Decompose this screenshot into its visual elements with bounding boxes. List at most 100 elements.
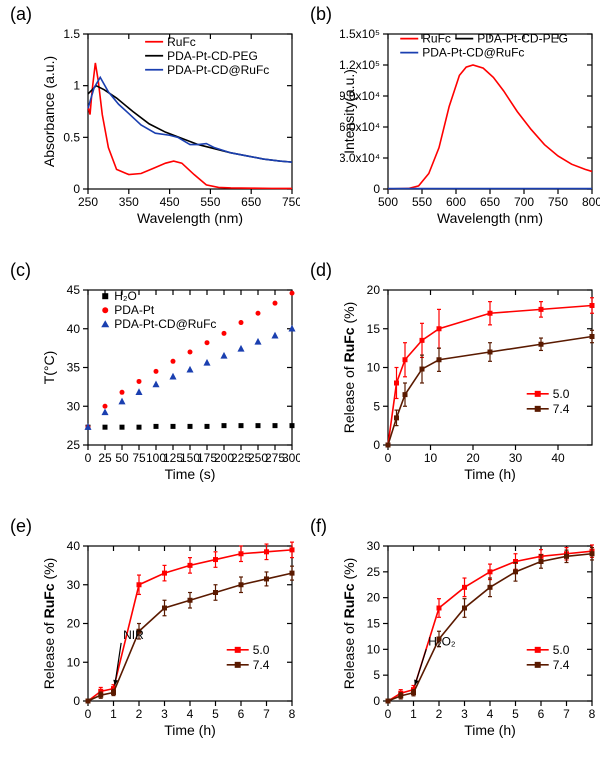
svg-text:PDA-Pt-CD@RuFc: PDA-Pt-CD@RuFc <box>422 46 524 60</box>
svg-text:8: 8 <box>289 707 296 721</box>
svg-text:6: 6 <box>538 707 545 721</box>
svg-text:20: 20 <box>466 451 480 465</box>
svg-text:650: 650 <box>480 195 500 209</box>
svg-text:25: 25 <box>367 565 381 579</box>
svg-text:1.5x10⁵: 1.5x10⁵ <box>340 27 380 41</box>
svg-text:Intensity(a.u.): Intensity(a.u.) <box>341 69 357 154</box>
svg-text:Release of RuFc (%): Release of RuFc (%) <box>341 558 357 690</box>
svg-text:250: 250 <box>78 195 98 209</box>
svg-text:2: 2 <box>136 707 143 721</box>
svg-text:Time (s): Time (s) <box>165 466 216 482</box>
svg-text:0: 0 <box>385 451 392 465</box>
svg-text:650: 650 <box>241 195 261 209</box>
svg-text:RuFc: RuFc <box>422 32 451 46</box>
svg-text:300: 300 <box>282 451 300 465</box>
svg-text:40: 40 <box>67 322 81 336</box>
figure-root: (a)25035045055065075000.511.5Wavelength … <box>0 0 600 769</box>
svg-text:25: 25 <box>67 438 81 452</box>
svg-text:4: 4 <box>187 707 194 721</box>
svg-text:0: 0 <box>373 182 380 196</box>
svg-text:7.4: 7.4 <box>553 402 570 416</box>
svg-text:T(°C): T(°C) <box>41 351 57 385</box>
svg-text:600: 600 <box>446 195 466 209</box>
svg-text:15: 15 <box>367 617 381 631</box>
svg-text:5: 5 <box>373 668 380 682</box>
svg-text:10: 10 <box>367 642 381 656</box>
svg-text:NIR: NIR <box>123 628 144 642</box>
svg-text:450: 450 <box>160 195 180 209</box>
svg-text:8: 8 <box>589 707 596 721</box>
svg-text:50: 50 <box>115 451 129 465</box>
svg-text:20: 20 <box>367 283 381 297</box>
panel-label-f: (f) <box>310 516 327 537</box>
svg-text:30: 30 <box>67 399 81 413</box>
svg-text:5.0: 5.0 <box>553 643 570 657</box>
panel-b: 50055060065070075080003.0x10⁴6.0x10⁴9.0x… <box>340 24 600 229</box>
svg-text:750: 750 <box>548 195 568 209</box>
svg-text:5.0: 5.0 <box>253 643 270 657</box>
svg-text:1: 1 <box>73 79 80 93</box>
svg-text:5: 5 <box>512 707 519 721</box>
svg-text:20: 20 <box>67 617 81 631</box>
panel-a: 25035045055065075000.511.5Wavelength (nm… <box>40 24 300 229</box>
svg-text:Time (h): Time (h) <box>464 722 516 738</box>
svg-text:PDA-Pt-CD@RuFc: PDA-Pt-CD@RuFc <box>167 63 269 77</box>
svg-text:6: 6 <box>238 707 245 721</box>
svg-text:750: 750 <box>282 195 300 209</box>
svg-text:7: 7 <box>563 707 570 721</box>
svg-text:0: 0 <box>373 694 380 708</box>
svg-text:550: 550 <box>200 195 220 209</box>
panel-e: 012345678010203040Time (h)Release of RuF… <box>40 536 300 741</box>
svg-text:30: 30 <box>67 578 81 592</box>
svg-text:5: 5 <box>212 707 219 721</box>
svg-text:7: 7 <box>263 707 270 721</box>
svg-text:4: 4 <box>487 707 494 721</box>
svg-text:Release of RuFc (%): Release of RuFc (%) <box>41 558 57 690</box>
svg-text:1.5: 1.5 <box>63 27 80 41</box>
panel-label-a: (a) <box>10 4 32 25</box>
panel-d: 01020304005101520Time (h)Release of RuFc… <box>340 280 600 485</box>
svg-text:PDA-Pt-CD-PEG: PDA-Pt-CD-PEG <box>167 49 258 63</box>
svg-text:H₂O₂: H₂O₂ <box>428 634 456 648</box>
svg-text:25: 25 <box>98 451 112 465</box>
svg-text:0: 0 <box>373 438 380 452</box>
svg-text:40: 40 <box>67 539 81 553</box>
svg-text:0: 0 <box>385 707 392 721</box>
panel-f: 0 1 2 3 4 5 6 7 8 0 5 10 15 20 25 30 Time (h) Release of … <box>340 536 600 741</box>
svg-text:75: 75 <box>132 451 146 465</box>
svg-text:2: 2 <box>436 707 443 721</box>
svg-text:700: 700 <box>514 195 534 209</box>
svg-text:20: 20 <box>367 591 381 605</box>
svg-text:3: 3 <box>161 707 168 721</box>
svg-text:0.5: 0.5 <box>63 130 80 144</box>
svg-text:10: 10 <box>424 451 438 465</box>
svg-text:Time (h): Time (h) <box>464 466 516 482</box>
svg-text:1: 1 <box>410 707 417 721</box>
svg-text:7.4: 7.4 <box>253 658 270 672</box>
svg-text:800: 800 <box>582 195 600 209</box>
svg-text:PDA-Pt-CD-PEG: PDA-Pt-CD-PEG <box>477 32 568 46</box>
svg-text:Time (h): Time (h) <box>164 722 216 738</box>
panel-label-b: (b) <box>310 4 332 25</box>
panel-label-d: (d) <box>310 260 332 281</box>
svg-text:0: 0 <box>73 182 80 196</box>
svg-text:40: 40 <box>551 451 565 465</box>
svg-text:0: 0 <box>85 707 92 721</box>
svg-text:3: 3 <box>461 707 468 721</box>
svg-text:550: 550 <box>412 195 432 209</box>
svg-text:Wavelength (nm): Wavelength (nm) <box>437 210 543 226</box>
panel-label-c: (c) <box>10 260 31 281</box>
panel-label-e: (e) <box>10 516 32 537</box>
svg-text:15: 15 <box>367 322 381 336</box>
svg-text:10: 10 <box>367 361 381 375</box>
panel-c: 0255075100125150175200225250275300253035… <box>40 280 300 485</box>
svg-text:Release of RuFc (%): Release of RuFc (%) <box>341 302 357 434</box>
svg-text:Wavelength (nm): Wavelength (nm) <box>137 210 243 226</box>
svg-text:45: 45 <box>67 283 81 297</box>
svg-text:35: 35 <box>67 361 81 375</box>
svg-text:30: 30 <box>367 539 381 553</box>
svg-text:RuFc: RuFc <box>167 35 196 49</box>
svg-text:500: 500 <box>378 195 398 209</box>
svg-text:0: 0 <box>85 451 92 465</box>
svg-text:30: 30 <box>509 451 523 465</box>
